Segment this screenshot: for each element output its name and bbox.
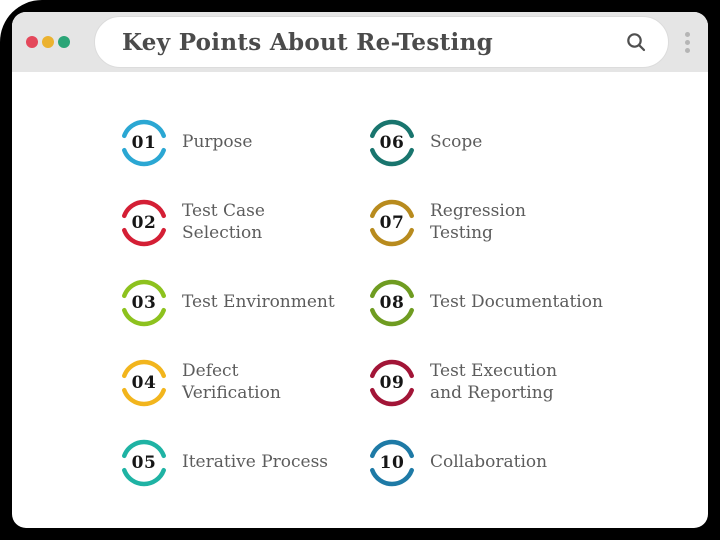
traffic-light-red[interactable] xyxy=(26,36,38,48)
item-number: 02 xyxy=(131,213,157,233)
list-item-05: 05 Iterative Process xyxy=(120,423,368,503)
list-item-06: 06 Scope xyxy=(368,103,616,183)
address-bar[interactable]: Key Points About Re-Testing xyxy=(94,16,669,68)
item-number-ring: 07 xyxy=(368,199,416,247)
list-item-10: 10 Collaboration xyxy=(368,423,616,503)
list-item-08: 08 Test Documentation xyxy=(368,263,616,343)
search-button[interactable] xyxy=(622,28,650,56)
item-number: 04 xyxy=(131,373,157,393)
traffic-light-green[interactable] xyxy=(58,36,70,48)
traffic-light-yellow[interactable] xyxy=(42,36,54,48)
list-item-02: 02 Test Case Selection xyxy=(120,183,368,263)
browser-titlebar: Key Points About Re-Testing xyxy=(12,12,708,72)
item-number: 06 xyxy=(379,133,405,153)
kebab-menu-icon[interactable] xyxy=(683,30,692,55)
traffic-lights xyxy=(26,36,70,48)
item-number-ring: 04 xyxy=(120,359,168,407)
item-number-ring: 05 xyxy=(120,439,168,487)
page-title: Key Points About Re-Testing xyxy=(122,28,493,56)
item-label: Collaboration xyxy=(430,452,548,473)
list-item-01: 01 Purpose xyxy=(120,103,368,183)
item-number-ring: 02 xyxy=(120,199,168,247)
item-number-ring: 01 xyxy=(120,119,168,167)
item-number: 01 xyxy=(131,133,157,153)
item-number-ring: 03 xyxy=(120,279,168,327)
item-number: 09 xyxy=(379,373,405,393)
item-number: 08 xyxy=(379,293,405,313)
magnifier-icon xyxy=(627,33,646,52)
item-label: Test Documentation xyxy=(430,292,603,313)
item-label: Test Execution and Reporting xyxy=(430,361,558,403)
item-number: 07 xyxy=(379,213,405,233)
item-label: Regression Testing xyxy=(430,201,526,243)
list-item-09: 09 Test Execution and Reporting xyxy=(368,343,616,423)
list-item-03: 03 Test Environment xyxy=(120,263,368,343)
item-label: Scope xyxy=(430,132,483,153)
item-label: Iterative Process xyxy=(182,452,329,473)
item-number: 05 xyxy=(131,453,157,473)
item-number: 10 xyxy=(379,453,405,473)
item-label: Test Environment xyxy=(182,292,335,313)
item-label: Purpose xyxy=(182,132,253,153)
browser-window: Key Points About Re-Testing xyxy=(12,12,708,528)
item-number: 03 xyxy=(131,293,157,313)
item-label: Defect Verification xyxy=(182,361,281,403)
list-item-07: 07 Regression Testing xyxy=(368,183,616,263)
item-label: Test Case Selection xyxy=(182,201,265,243)
item-number-ring: 06 xyxy=(368,119,416,167)
list-item-04: 04 Defect Verification xyxy=(120,343,368,423)
item-number-ring: 10 xyxy=(368,439,416,487)
item-number-ring: 08 xyxy=(368,279,416,327)
key-points-grid: 01 Purpose 02 Test Case Selection xyxy=(12,72,708,503)
item-number-ring: 09 xyxy=(368,359,416,407)
